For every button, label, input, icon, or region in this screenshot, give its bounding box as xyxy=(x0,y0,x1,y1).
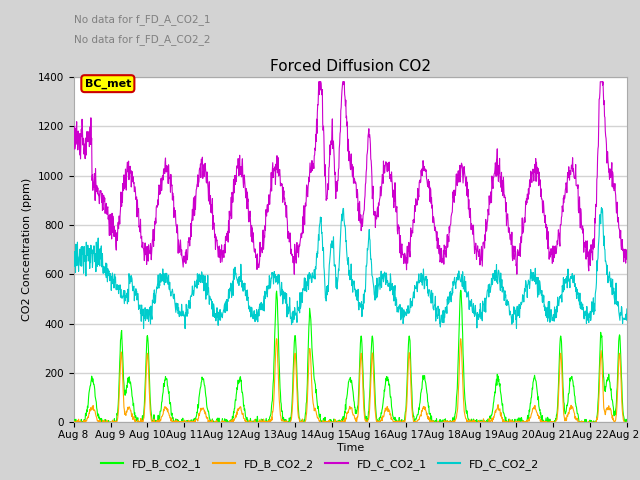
Y-axis label: CO2 Concentration (ppm): CO2 Concentration (ppm) xyxy=(22,178,32,321)
Text: BC_met: BC_met xyxy=(84,79,131,89)
Text: No data for f_FD_A_CO2_1: No data for f_FD_A_CO2_1 xyxy=(74,14,210,25)
Title: Forced Diffusion CO2: Forced Diffusion CO2 xyxy=(270,59,431,74)
X-axis label: Time: Time xyxy=(337,443,364,453)
Legend: FD_B_CO2_1, FD_B_CO2_2, FD_C_CO2_1, FD_C_CO2_2: FD_B_CO2_1, FD_B_CO2_2, FD_C_CO2_1, FD_C… xyxy=(97,455,543,474)
Text: No data for f_FD_A_CO2_2: No data for f_FD_A_CO2_2 xyxy=(74,34,210,45)
